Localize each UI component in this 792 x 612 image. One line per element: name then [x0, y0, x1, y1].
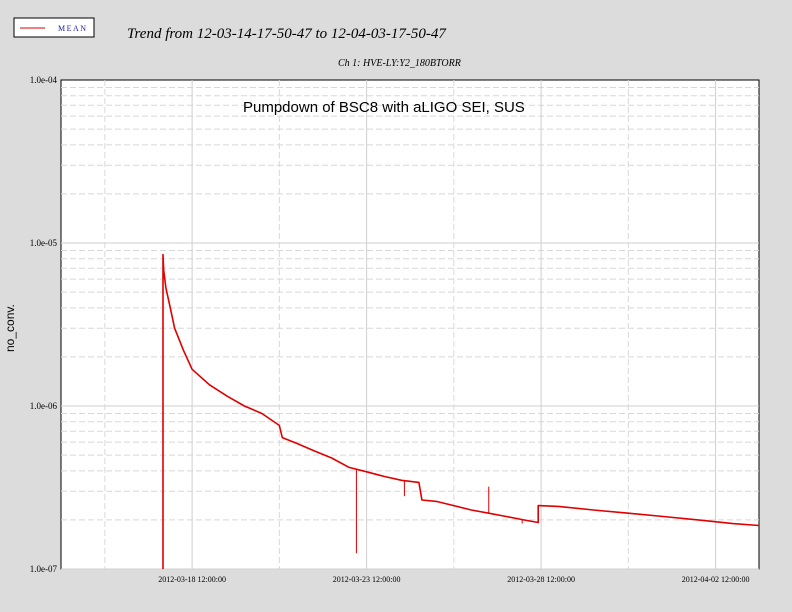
y-tick-labels: 1.0e-07 1.0e-06 1.0e-05 1.0e-04 — [30, 75, 58, 574]
series-layer — [162, 253, 760, 569]
y-tick-label: 1.0e-05 — [30, 238, 58, 248]
legend-box — [13, 17, 95, 38]
series-line-mean — [162, 253, 760, 569]
x-tick-label: 2012-03-28 12:00:00 — [507, 575, 575, 584]
channel-label: Ch 1: HVE-LY:Y2_180BTORR — [338, 58, 461, 69]
x-tick-label: 2012-03-23 12:00:00 — [333, 575, 401, 584]
y-axis-label: no_conv. — [3, 304, 17, 352]
legend: MEAN — [13, 17, 95, 38]
grid-layer — [61, 80, 759, 570]
x-tick-label: 2012-03-18 12:00:00 — [158, 575, 226, 584]
trend-title: Trend from 12-03-14-17-50-47 to 12-04-03… — [127, 26, 447, 42]
y-tick-label: 1.0e-04 — [30, 75, 58, 85]
plot-area — [60, 79, 760, 570]
y-tick-label: 1.0e-06 — [30, 401, 58, 411]
y-tick-label: 1.0e-07 — [30, 564, 58, 574]
x-tick-label: 2012-04-02 12:00:00 — [682, 575, 750, 584]
annotation-text: Pumpdown of BSC8 with aLIGO SEI, SUS — [243, 99, 525, 116]
x-tick-labels: 2012-03-18 12:00:00 2012-03-23 12:00:00 20… — [158, 575, 749, 584]
legend-label: MEAN — [58, 24, 88, 33]
